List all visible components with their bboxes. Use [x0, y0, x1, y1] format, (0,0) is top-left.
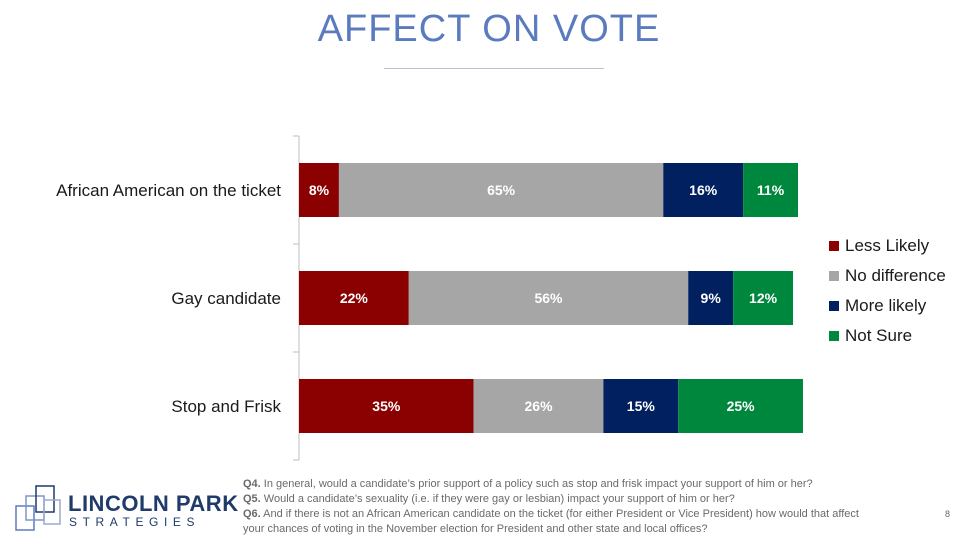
page-number: 8 [945, 509, 951, 519]
data-label: 16% [689, 182, 718, 198]
data-label: 9% [701, 290, 722, 306]
note-label: Q4. [243, 478, 261, 490]
note-q4: Q4. In general, would a candidate’s prio… [243, 477, 943, 492]
note-q6: Q6. And if there is not an African Ameri… [243, 507, 943, 522]
legend-label: No difference [845, 266, 946, 285]
category-label: African American on the ticket [56, 181, 281, 200]
legend-item-not-sure: Not Sure [829, 321, 946, 351]
note-label: Q5. [243, 493, 261, 505]
legend-label: More likely [845, 296, 927, 315]
legend-swatch [829, 301, 839, 311]
data-label: 11% [757, 182, 785, 198]
data-label: 22% [340, 290, 369, 306]
bar-segment [663, 163, 744, 217]
data-label: 35% [372, 398, 401, 414]
data-label: 65% [487, 182, 516, 198]
data-label: 8% [309, 182, 330, 198]
note-text: Would a candidate’s sexuality (i.e. if t… [260, 493, 735, 505]
note-q5: Q5. Would a candidate’s sexuality (i.e. … [243, 492, 943, 507]
data-label: 26% [525, 398, 554, 414]
data-label: 25% [727, 398, 756, 414]
bar-segment [688, 271, 734, 325]
note-text: And if there is not an African American … [260, 508, 859, 520]
chart-legend: Less Likely No difference More likely No… [829, 231, 946, 351]
logo-name: LINCOLN PARK [68, 491, 239, 516]
bar-segment [408, 271, 689, 325]
data-label: 56% [534, 290, 563, 306]
bar-segment [678, 379, 803, 433]
legend-item-no-difference: No difference [829, 261, 946, 291]
bar-segment [338, 163, 664, 217]
data-label: 15% [627, 398, 656, 414]
note-text: In general, would a candidate’s prior su… [260, 478, 813, 490]
slide-title: AFFECT ON VOTE [317, 8, 661, 50]
note-label: Q6. [243, 508, 261, 520]
data-label: 12% [749, 290, 778, 306]
logo-subtitle: STRATEGIES [69, 515, 201, 529]
legend-item-more-likely: More likely [829, 291, 946, 321]
bar-segment [473, 379, 604, 433]
legend-swatch [829, 331, 839, 341]
question-notes: Q4. In general, would a candidate’s prio… [243, 477, 943, 537]
category-label: Gay candidate [171, 289, 281, 308]
bar-segment [299, 379, 474, 433]
category-label: Stop and Frisk [171, 397, 281, 416]
legend-swatch [829, 271, 839, 281]
title-divider [384, 68, 604, 69]
legend-label: Not Sure [845, 326, 913, 345]
note-q6-continued: your chances of voting in the November e… [243, 522, 943, 537]
legend-label: Less Likely [845, 236, 930, 255]
bar-segment [299, 271, 409, 325]
bar-segment [743, 163, 798, 217]
bar-segment [603, 379, 679, 433]
note-text: your chances of voting in the November e… [243, 523, 708, 535]
logo-icon [15, 485, 61, 531]
bar-segment [299, 163, 339, 217]
legend-swatch [829, 241, 839, 251]
legend-item-less-likely: Less Likely [829, 231, 946, 261]
bar-segment [733, 271, 794, 325]
